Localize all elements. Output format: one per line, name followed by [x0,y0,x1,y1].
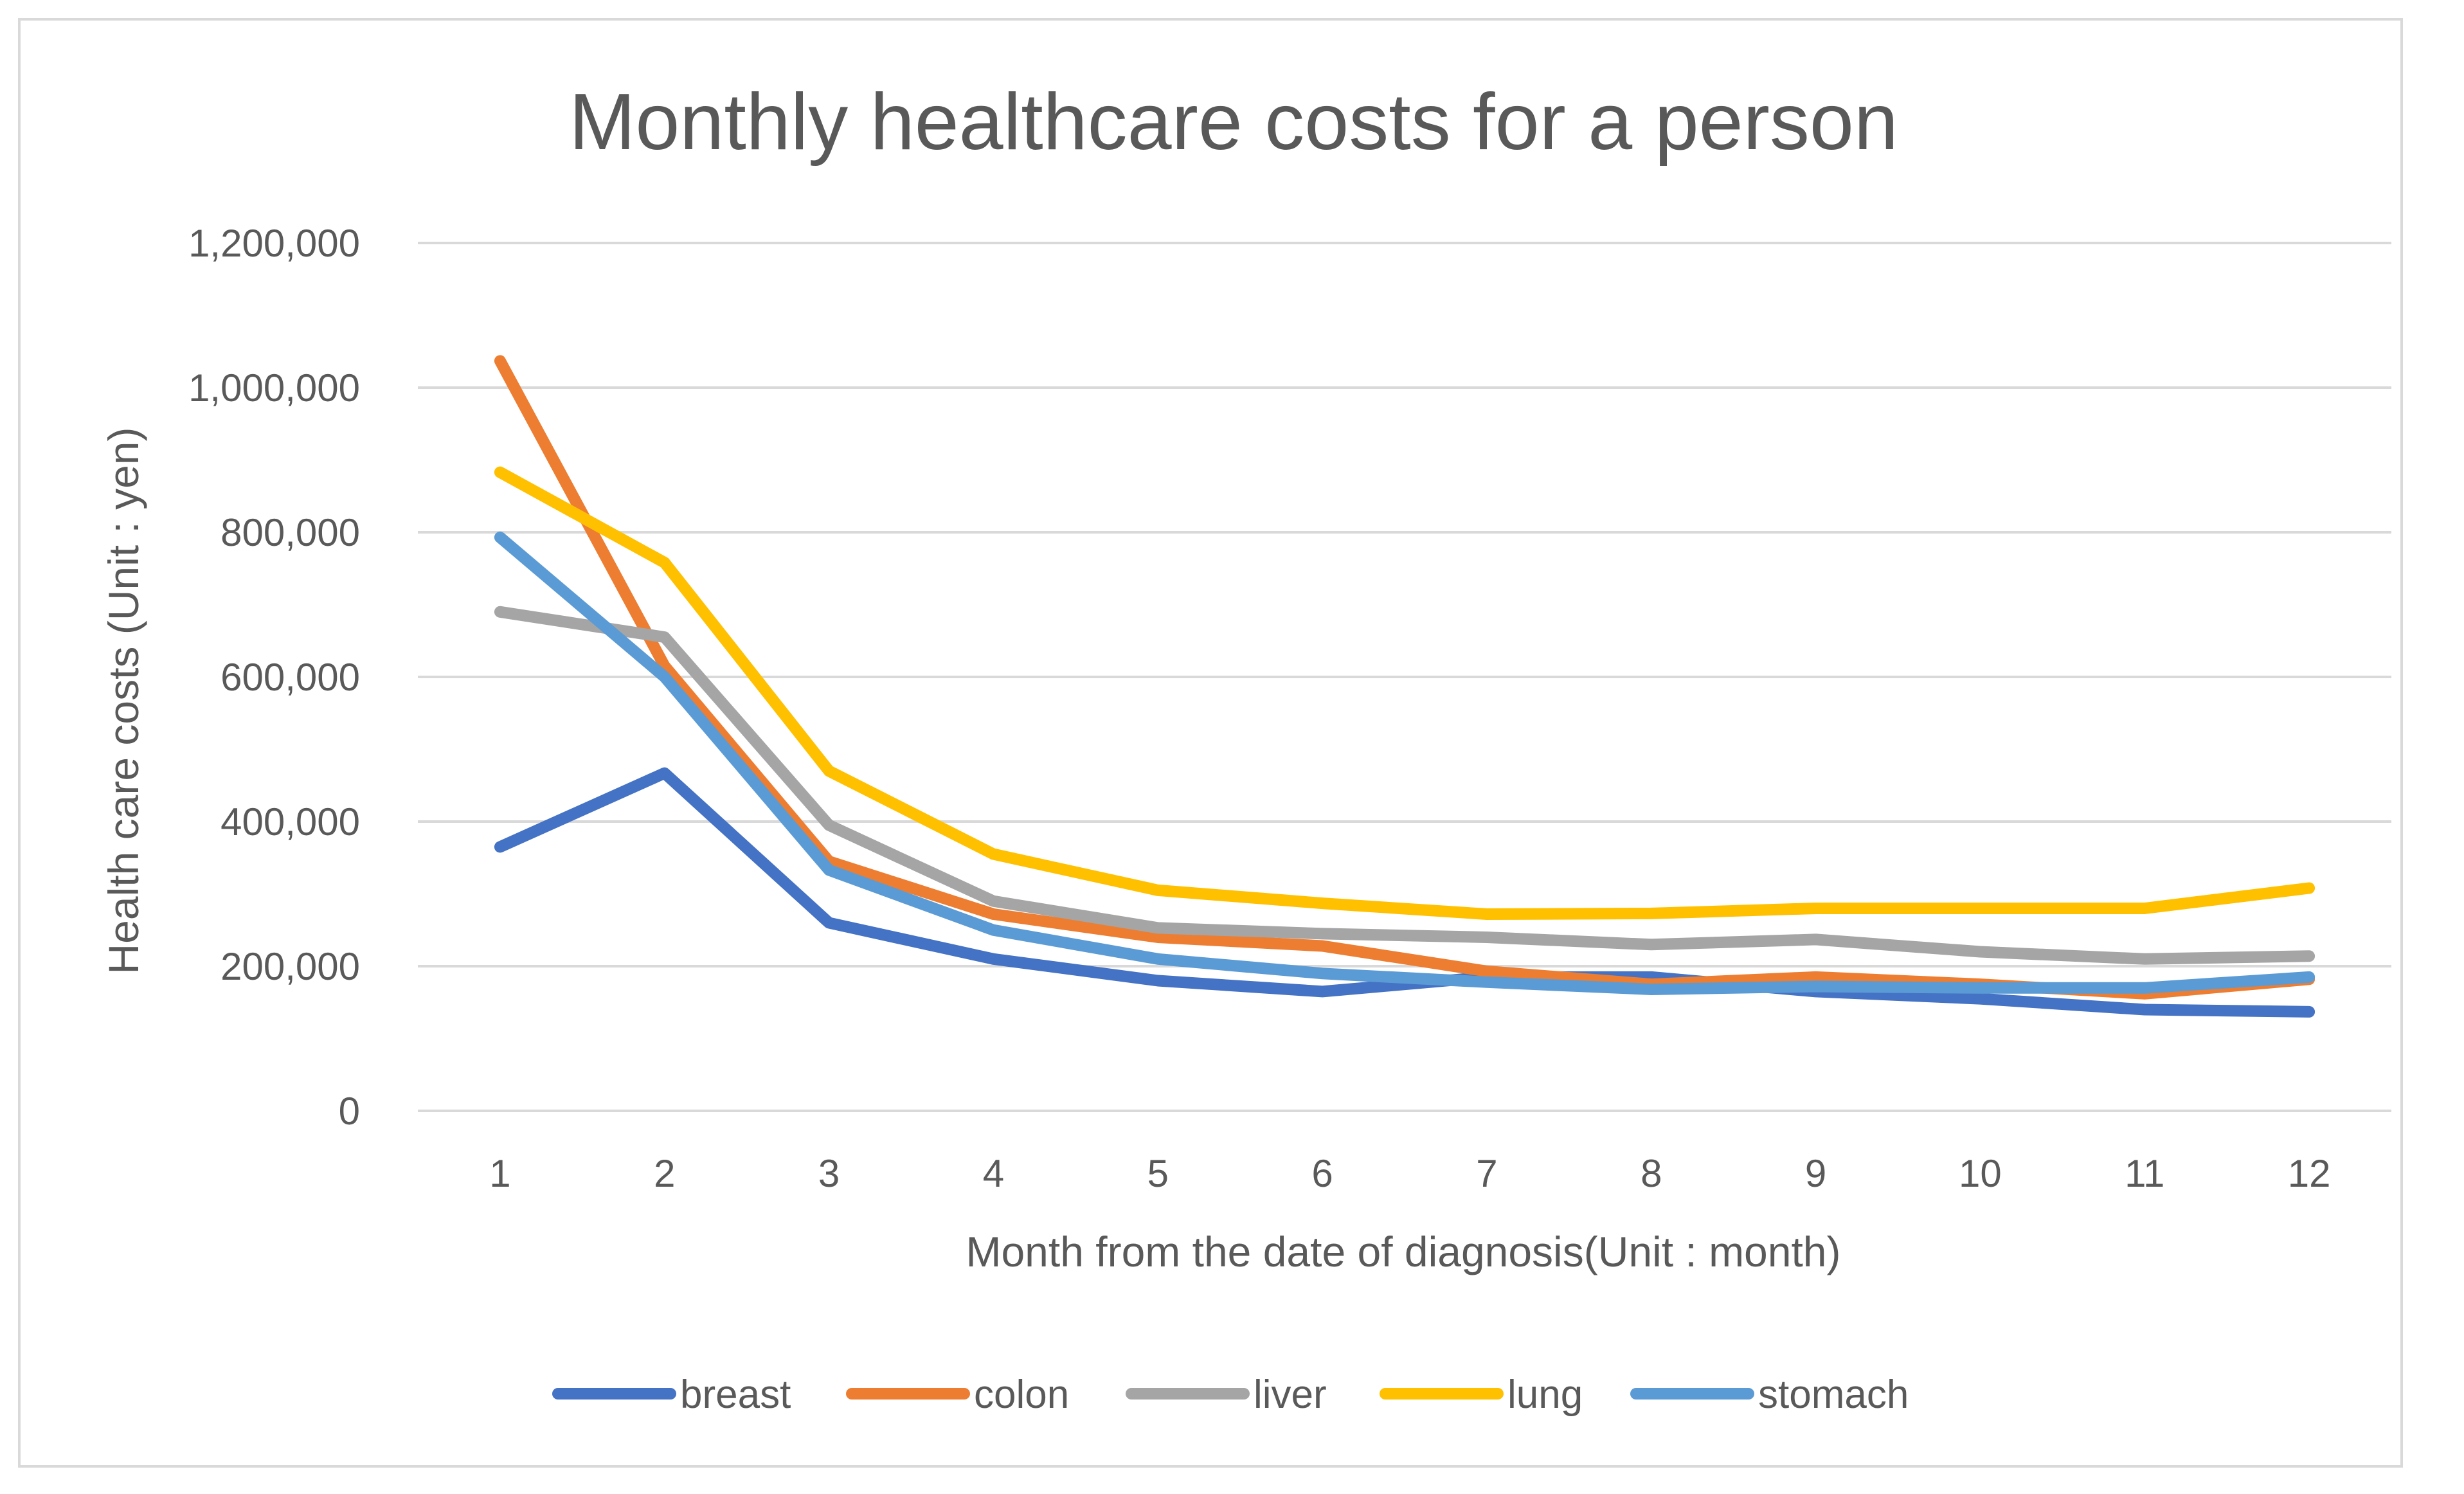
x-tick-label: 10 [1959,1152,2002,1195]
x-tick-label: 1 [489,1152,510,1195]
series-line-lung [494,466,2316,920]
chart-frame [18,18,2403,1468]
x-tick-label: 6 [1311,1152,1333,1195]
x-tick-label: 5 [1147,1152,1169,1195]
y-tick-label: 200,000 [220,945,360,988]
series-line-stomach [494,531,2316,995]
x-tick-label: 9 [1805,1152,1826,1195]
y-axis-ticks: 0 200,000 400,000 600,000 800,000 1,000,000 1,… [188,222,360,1133]
y-tick-label: 1,000,000 [188,366,360,410]
legend-label-stomach: stomach [1758,1372,1909,1417]
x-tick-label: 11 [2125,1152,2164,1195]
x-tick-label: 4 [983,1152,1004,1195]
gridlines [418,242,2391,1112]
y-tick-label: 0 [339,1090,360,1133]
y-tick-label: 600,000 [220,656,360,699]
legend-label-liver: liver [1254,1372,1327,1417]
legend-label-breast: breast [680,1372,791,1417]
series-lines [494,355,2316,1018]
y-tick-label: 400,000 [220,800,360,843]
y-tick-label: 800,000 [220,511,360,554]
x-tick-label: 8 [1641,1152,1662,1195]
x-axis-ticks: 1 2 3 4 5 6 7 8 9 10 11 12 [489,1152,2330,1195]
x-tick-label: 12 [2288,1152,2331,1195]
series-line-liver [494,606,2316,965]
legend-label-colon: colon [974,1372,1069,1417]
legend: breast colon liver lung stomach [552,1372,1909,1417]
y-tick-label: 1,200,000 [188,222,360,265]
legend-label-lung: lung [1507,1372,1583,1417]
x-tick-label: 7 [1476,1152,1497,1195]
y-axis-title: Health care costs (Unit : yen) [100,428,147,975]
x-axis-title: Month from the date of diagnosis(Unit : … [966,1228,1841,1275]
series-line-breast [494,767,2316,1018]
x-tick-label: 2 [654,1152,675,1195]
x-tick-label: 3 [818,1152,840,1195]
chart-title: Monthly healthcare costs for a person [569,78,1898,166]
